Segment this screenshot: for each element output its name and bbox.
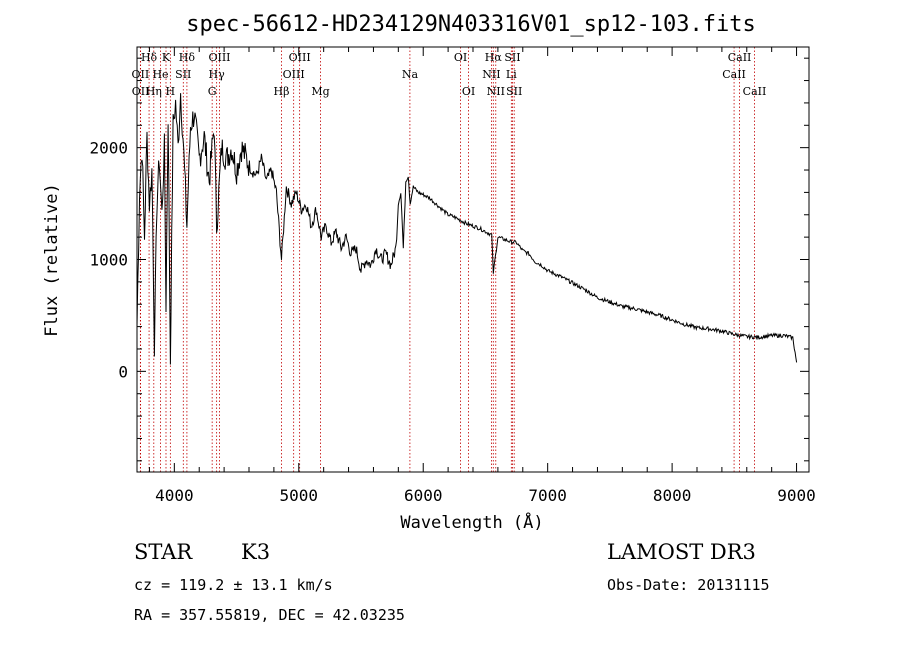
x-tick-label: 4000: [155, 486, 194, 505]
emission-line-label: OII: [132, 85, 150, 98]
emission-line-label: Hδ: [179, 51, 196, 64]
redshift-cz: cz = 119.2 ± 13.1 km/s: [134, 576, 333, 594]
x-tick-label: 5000: [280, 486, 319, 505]
emission-line-label: OII: [132, 68, 150, 81]
emission-line-markers: [139, 47, 755, 472]
y-axis-label: Flux (relative): [42, 183, 62, 337]
emission-line-label: Hη: [146, 85, 162, 98]
x-tick-label: 7000: [528, 486, 567, 505]
emission-line-label: Hβ: [274, 85, 290, 98]
y-axis-ticks: 0 1000 2000: [89, 57, 809, 462]
obs-date: Obs-Date: 20131115: [607, 576, 770, 594]
x-axis-label: Wavelength (Å): [400, 511, 543, 533]
emission-line-label: Li: [506, 68, 517, 81]
object-subclass: K3: [241, 540, 270, 564]
emission-line-label: SII: [506, 85, 522, 98]
emission-line-label: OI: [462, 85, 475, 98]
emission-line-label: SII: [175, 68, 191, 81]
emission-line-label: H: [166, 85, 176, 98]
emission-line-label: Hδ: [141, 51, 158, 64]
emission-line-label: NII: [482, 68, 500, 81]
plot-frame: [136, 46, 810, 473]
emission-line-label: OIII: [289, 51, 311, 64]
emission-line-label: Hα: [485, 51, 503, 64]
emission-line-label: Mg: [311, 85, 329, 98]
object-type: STAR: [134, 540, 193, 564]
emission-line-label: OI: [454, 51, 467, 64]
emission-line-labels: Hδ OII OII K He Hη H Hδ SII OIII Hγ G Hβ OIII OIII Mg Na…: [132, 51, 767, 98]
emission-line-label: NII: [487, 85, 505, 98]
y-tick-label: 1000: [89, 251, 128, 270]
emission-line-label: OIII: [208, 51, 230, 64]
emission-line-label: G: [208, 85, 217, 98]
x-tick-label: 8000: [653, 486, 692, 505]
y-tick-label: 2000: [89, 139, 128, 158]
x-tick-label: 6000: [404, 486, 443, 505]
emission-line-label: K: [162, 51, 171, 64]
emission-line-label: CaII: [743, 85, 767, 98]
coordinates: RA = 357.55819, DEC = 42.03235: [134, 606, 405, 624]
x-axis-ticks: 4000 5000 6000 7000 8000 9000: [148, 47, 816, 505]
emission-line-label: CaII: [728, 51, 752, 64]
y-tick-label: 0: [118, 362, 128, 381]
emission-line-label: OIII: [283, 68, 305, 81]
spectrum-line: [136, 93, 798, 365]
survey-name: LAMOST DR3: [607, 540, 756, 564]
emission-line-label: Na: [402, 68, 419, 81]
emission-line-label: Hγ: [209, 68, 226, 81]
emission-line-label: He: [152, 68, 168, 81]
x-tick-label: 9000: [777, 486, 816, 505]
chart-title: spec-56612-HD234129N403316V01_sp12-103.f…: [186, 12, 756, 37]
emission-line-label: SII: [504, 51, 520, 64]
emission-line-label: CaII: [722, 68, 746, 81]
